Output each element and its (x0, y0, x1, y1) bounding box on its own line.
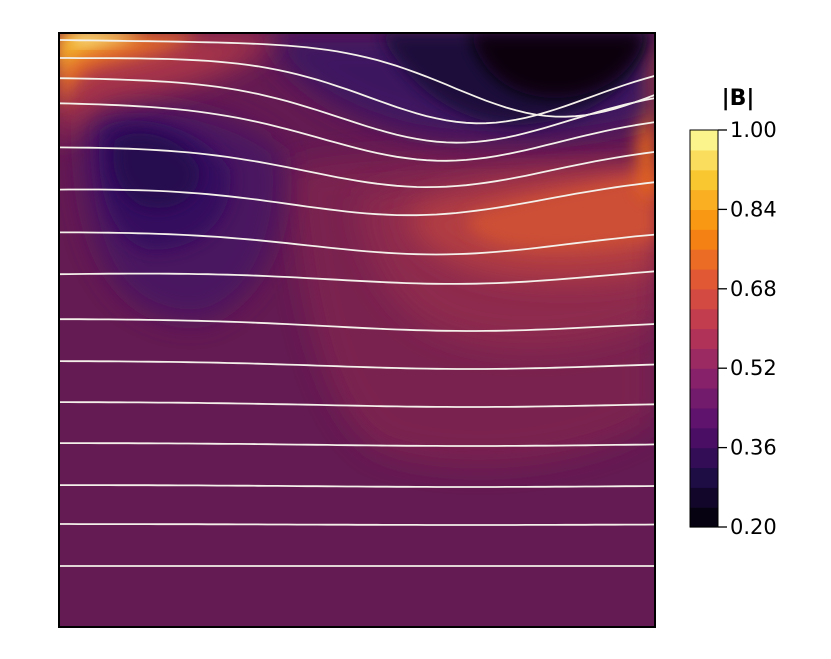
streamline (59, 484, 655, 488)
field-lobe-core (467, 170, 655, 251)
field-top-dark-core (470, 33, 645, 99)
streamline (59, 270, 655, 285)
colorbar-band (690, 388, 718, 409)
colorbar-band (690, 348, 718, 369)
colorbar-band (690, 507, 718, 528)
colorbar-tick-label: 0.20 (730, 515, 777, 539)
colorbar-band (690, 189, 718, 210)
colorbar-band (690, 149, 718, 171)
colorbar-bands (690, 130, 718, 528)
colorbar-band (690, 467, 718, 488)
streamline (59, 231, 655, 256)
streamline (59, 146, 655, 189)
colorbar-band (690, 407, 718, 429)
colorbar-band (690, 447, 718, 469)
colorbar-frame (689, 129, 719, 528)
colorbar-band (690, 487, 718, 508)
colorbar-band (690, 169, 718, 191)
field-top-left-peak (70, 33, 140, 45)
colorbar: |B| 1.00 0.84 0.68 0.52 0.36 0.20 (689, 86, 777, 539)
colorbar-band (690, 268, 718, 290)
colorbar-band (690, 368, 718, 389)
streamline (59, 523, 655, 526)
streamline (59, 442, 655, 447)
streamline (59, 57, 655, 125)
magnetic-field-contour-plot (59, 33, 655, 627)
colorbar-tick-label: 1.00 (730, 118, 777, 142)
streamline (59, 318, 655, 332)
colorbar-ticks: 1.00 0.84 0.68 0.52 0.36 0.20 (718, 118, 777, 539)
colorbar-band (690, 288, 718, 310)
colorbar-tick-label: 0.84 (730, 197, 777, 221)
streamline (59, 102, 655, 162)
colorbar-tick-label: 0.52 (730, 356, 777, 380)
plot-frame (58, 32, 656, 628)
colorbar-band (690, 130, 718, 151)
colorbar-band (690, 328, 718, 349)
colorbar-tick-label: 0.68 (730, 277, 777, 301)
streamline (59, 360, 655, 370)
field-top-left-mid (59, 33, 200, 115)
colorbar-title: |B| (722, 86, 755, 111)
field-streamlines (59, 39, 655, 567)
colorbar-band (690, 229, 718, 250)
streamline (59, 39, 655, 118)
colorbar-tick-label: 0.36 (730, 436, 777, 460)
streamline (59, 181, 655, 217)
streamline (59, 401, 655, 408)
colorbar-band (690, 427, 718, 449)
colorbar-band (690, 249, 718, 270)
colorbar-band (690, 308, 718, 330)
streamline (59, 77, 655, 144)
colorbar-band (690, 209, 718, 230)
field-top-left-core (59, 33, 150, 85)
